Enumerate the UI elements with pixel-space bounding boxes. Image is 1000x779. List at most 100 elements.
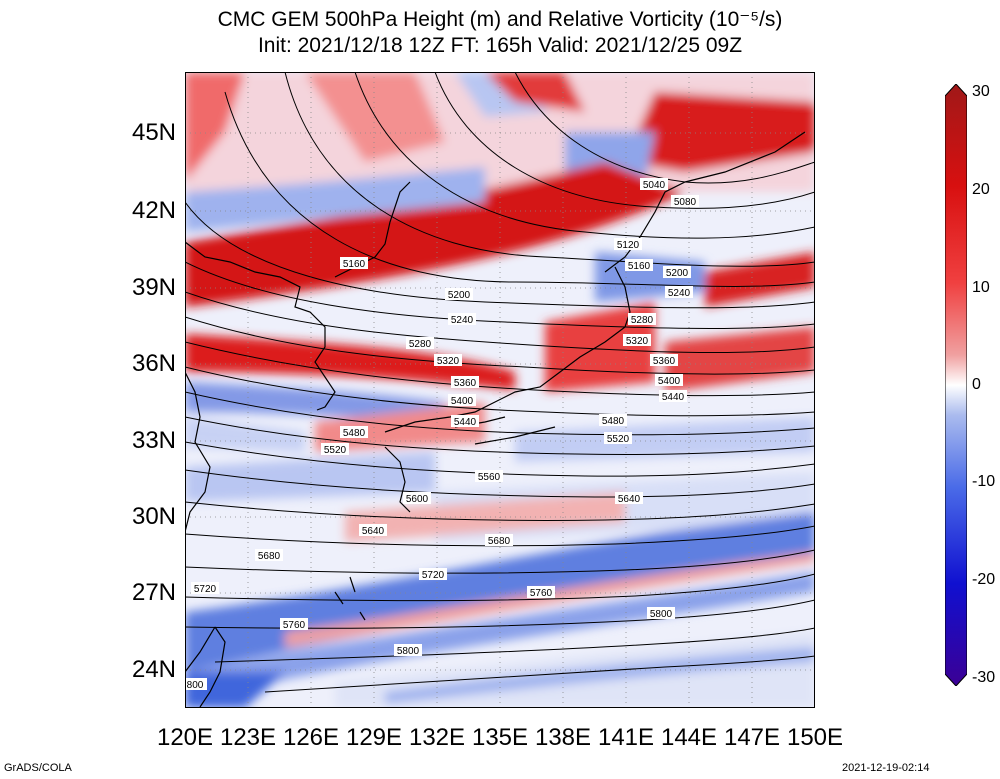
lat-label: 30N (131, 503, 176, 530)
contour-label: 5720 (419, 568, 447, 581)
contour-label-text: 5760 (283, 620, 306, 631)
contour-label-text: 5520 (607, 434, 630, 445)
colorbar-tick: 10 (972, 279, 990, 296)
contour-label: 5480 (340, 426, 368, 439)
contour-label-text: 5800 (650, 609, 673, 620)
lat-label: 33N (131, 427, 176, 454)
contour-label-text: 5640 (618, 494, 641, 505)
contour-label: 5280 (628, 313, 656, 326)
graticule (185, 72, 815, 708)
contour-label: 5600 (403, 492, 431, 505)
height-contours (185, 72, 815, 693)
contour-label-text: 5720 (194, 584, 217, 595)
colorbar-tick: -10 (972, 473, 996, 490)
contour-label: 5760 (280, 618, 308, 631)
contour-label: 5760 (527, 586, 555, 599)
colorbar (944, 83, 968, 687)
contour-label: 5160 (625, 259, 653, 272)
contour-label-text: 5240 (668, 288, 691, 299)
contour-label: 5080 (671, 195, 699, 208)
contour-label-text: 5680 (488, 536, 511, 547)
contour-label-text: 5760 (530, 588, 553, 599)
contour-label: 5160 (340, 257, 368, 270)
colorbar-tick: 30 (972, 83, 990, 100)
contour-label-text: 5400 (451, 396, 474, 407)
colorbar-tick: 20 (972, 181, 990, 198)
lon-label: 147E (723, 724, 781, 751)
contour-label-text: 5520 (324, 445, 347, 456)
contour-label: 5240 (665, 286, 693, 299)
lat-label: 42N (131, 197, 176, 224)
lon-label: 126E (282, 724, 340, 751)
lon-label: 144E (660, 724, 718, 751)
contour-label-text: 5480 (602, 416, 625, 427)
contour-label: 5040 (640, 178, 668, 191)
map-subtitle: Init: 2021/12/18 12Z FT: 165h Valid: 202… (257, 34, 743, 57)
contour-label-text: 5280 (409, 339, 432, 350)
contour-label: 5200 (663, 266, 691, 279)
map-title: CMC GEM 500hPa Height (m) and Relative V… (217, 8, 783, 31)
colorbar-tick: -20 (972, 571, 996, 588)
contour-label: 5120 (614, 238, 642, 251)
contour-label-text: 5160 (628, 261, 651, 272)
contour-label: 5800 (394, 644, 422, 657)
contour-label: 5640 (359, 524, 387, 537)
contour-label-text: 5320 (626, 336, 649, 347)
contour-label-text: 5400 (658, 376, 681, 387)
colorbar-gradient (944, 83, 968, 687)
lat-label: 36N (131, 350, 176, 377)
contour-label-text: 5800 (397, 646, 420, 657)
contour-label: 800 (185, 678, 207, 691)
lat-label: 24N (131, 656, 176, 683)
contour-label-text: 5320 (437, 356, 460, 367)
lon-label: 129E (345, 724, 403, 751)
contour-label: 5400 (655, 374, 683, 387)
contour-label-text: 800 (187, 680, 204, 691)
contour-label-text: 5600 (406, 494, 429, 505)
contour-label: 5240 (448, 313, 476, 326)
contour-label: 5720 (191, 582, 219, 595)
contour-label: 5680 (485, 534, 513, 547)
contour-label-text: 5440 (662, 392, 685, 403)
contour-label-text: 5200 (666, 268, 689, 279)
contour-label-text: 5080 (674, 197, 697, 208)
contour-label: 5800 (647, 607, 675, 620)
contour-label: 5520 (321, 443, 349, 456)
lon-label: 141E (597, 724, 655, 751)
contour-label: 5640 (615, 492, 643, 505)
contour-label-text: 5280 (631, 315, 654, 326)
contour-label-group: 5040 5080 5120 5160 5160 5200 5200 5240 … (185, 178, 699, 691)
contour-label: 5280 (406, 337, 434, 350)
map-frame: 5040 5080 5120 5160 5160 5200 5200 5240 … (185, 72, 815, 708)
contour-label-text: 5200 (448, 290, 471, 301)
contour-label-text: 5480 (343, 428, 366, 439)
contour-label: 5400 (448, 394, 476, 407)
lat-label: 27N (131, 579, 176, 606)
contour-label-text: 5640 (362, 526, 385, 537)
contour-label: 5480 (599, 414, 627, 427)
contour-label-text: 5560 (478, 472, 501, 483)
contour-label: 5680 (255, 549, 283, 562)
lon-label: 135E (471, 724, 529, 751)
contour-label-text: 5440 (454, 417, 477, 428)
colorbar-tick: 0 (972, 376, 981, 393)
contour-label-text: 5360 (653, 356, 676, 367)
vorticity-field (185, 72, 815, 708)
contour-label: 5360 (451, 376, 479, 389)
contour-label: 5320 (434, 354, 462, 367)
lat-label: 39N (131, 274, 176, 301)
map-border (185, 72, 815, 708)
vorticity-map: 5040 5080 5120 5160 5160 5200 5200 5240 … (185, 72, 815, 708)
contour-label-text: 5720 (422, 570, 445, 581)
contour-label-text: 5360 (454, 378, 477, 389)
contour-label: 5560 (475, 470, 503, 483)
lon-label: 120E (156, 724, 214, 751)
contour-label-text: 5680 (258, 551, 281, 562)
footer-credit: GrADS/COLA (4, 762, 72, 774)
contour-label-text: 5240 (451, 315, 474, 326)
contour-label-text: 5120 (617, 240, 640, 251)
lon-label: 132E (408, 724, 466, 751)
contour-label-text: 5040 (643, 180, 666, 191)
contour-label: 5520 (604, 432, 632, 445)
contour-label: 5200 (445, 288, 473, 301)
